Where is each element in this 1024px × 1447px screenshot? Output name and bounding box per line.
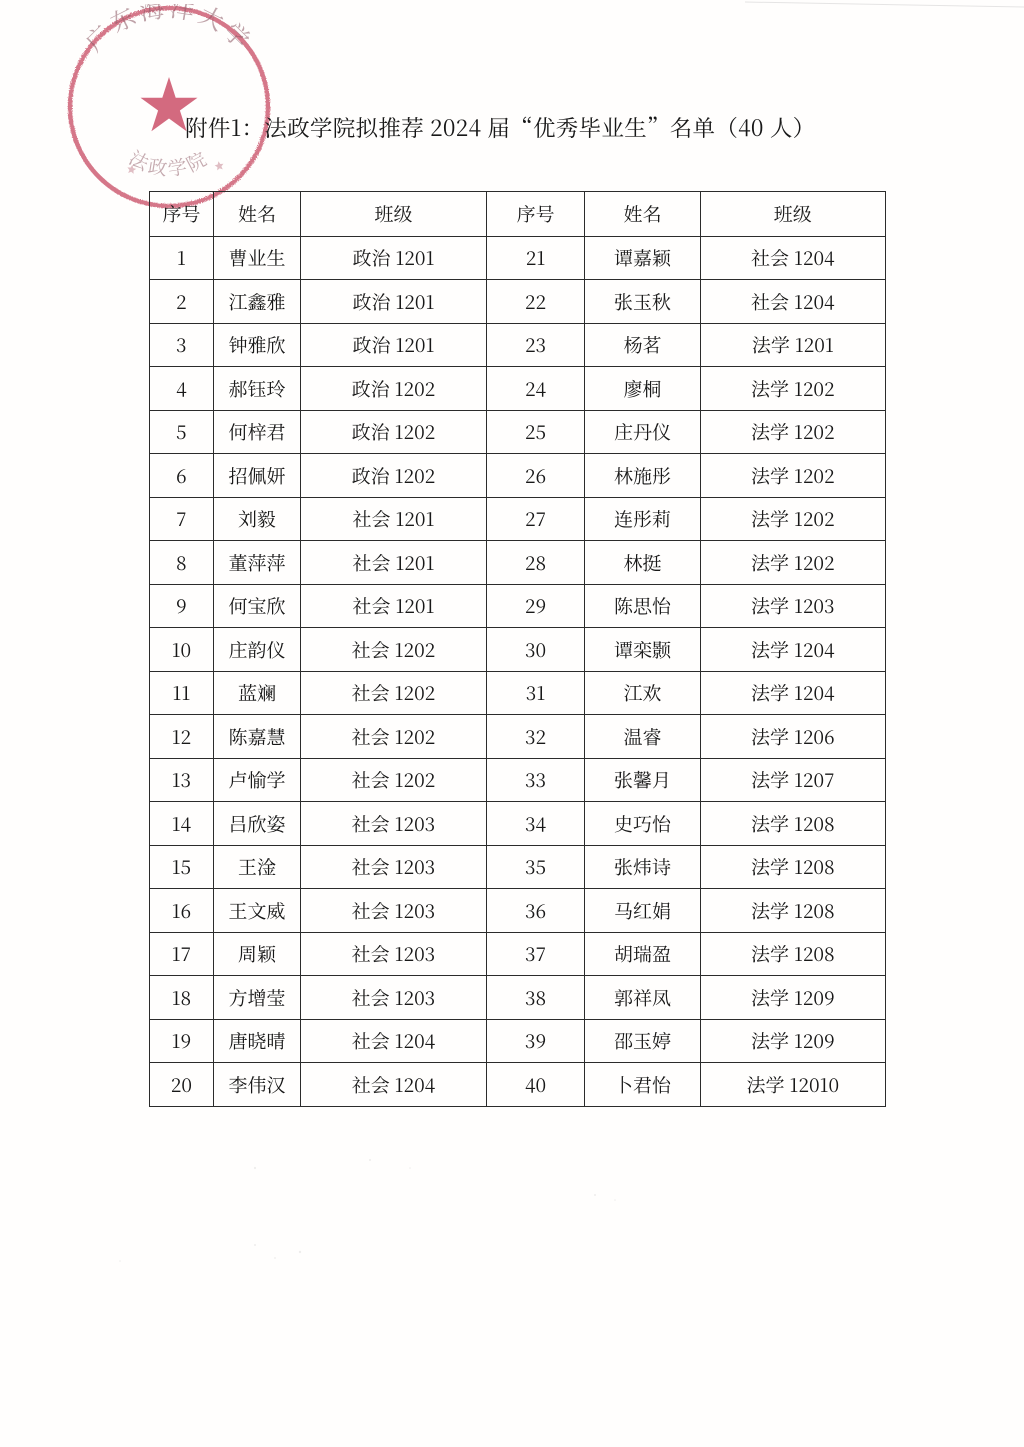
svg-text:广东海洋大学: 广东海洋大学 [76,4,262,58]
svg-text:法政学院: 法政学院 [125,143,214,181]
